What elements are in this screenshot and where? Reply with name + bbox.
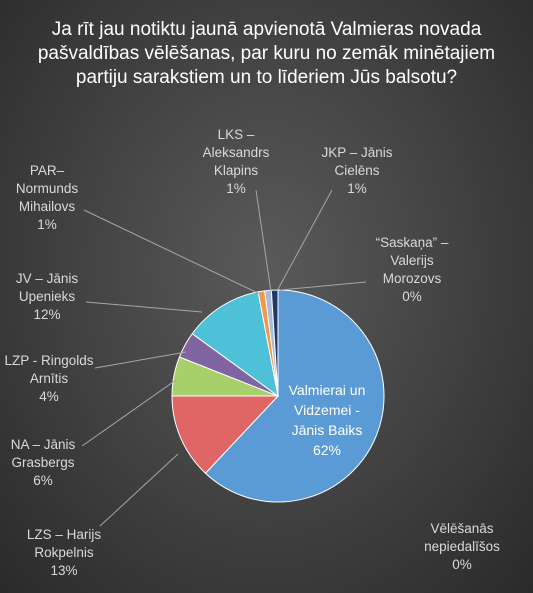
- leader-line-lks: [255, 189, 272, 293]
- slice-label-line: Normunds: [15, 181, 79, 196]
- pie-slice-valmierai: [204, 289, 385, 503]
- slice-label-line: Mihailovs: [18, 199, 76, 214]
- slice-label-line: PAR–: [29, 163, 65, 178]
- slice-label-par: PAR– Normunds Mihailovs 1%: [16, 162, 78, 234]
- leader-line-jkp: [276, 189, 333, 292]
- chart-title: Ja rīt jau notiktu jaunā apvienotā Valmi…: [0, 18, 533, 90]
- slice-label-jkp: JKP – Jānis Cielēns 1%: [321, 144, 392, 198]
- slice-label-line: Valerijs: [390, 253, 434, 268]
- pie-slice-lzs: [171, 395, 280, 474]
- slice-value-label: 4%: [39, 389, 59, 404]
- slice-label-line: JV – Jānis: [15, 271, 79, 286]
- slice-label-lks: LKS – Aleksandrs Klapins 1%: [203, 126, 270, 198]
- slice-value-label: 0%: [452, 557, 472, 572]
- slice-label-line: Vidzemei -: [294, 402, 360, 418]
- slice-label-lzp: LZP - Ringolds Arnītis 4%: [4, 352, 93, 406]
- slice-label-line: “Saskaņa” –: [375, 235, 449, 250]
- leader-line-jv: [85, 301, 203, 313]
- slice-label-line: JKP – Jānis: [321, 145, 393, 160]
- chart-title-line: Ja rīt jau notiktu jaunā apvienotā Valmi…: [51, 19, 482, 40]
- slice-label-line: LKS –: [217, 127, 255, 142]
- slice-label-nepiedalisos: Vēlēšanās nepiedalīšos 0%: [424, 520, 500, 574]
- slice-label-line: LZP - Ringolds: [4, 353, 94, 368]
- leader-line-na: [81, 379, 177, 447]
- slice-label-line: Vēlēšanās: [430, 521, 494, 536]
- leader-line-saskana: [279, 281, 367, 291]
- slice-label-line: LZS – Harijs: [26, 527, 102, 542]
- slice-value-label: 1%: [37, 217, 57, 232]
- chart-title-line: partiju sarakstiem un to līderiem Jūs ba…: [75, 67, 458, 88]
- slice-label-line: Rokpelnis: [34, 545, 94, 560]
- slice-value-label: 13%: [50, 563, 78, 578]
- slice-label-line: Upenieks: [18, 289, 76, 304]
- slice-label-line: Cielēns: [334, 163, 380, 178]
- slice-label-line: Aleksandrs: [202, 145, 270, 160]
- slice-label-line: nepiedalīšos: [424, 539, 500, 554]
- slice-label-line: Jānis Baiks: [291, 422, 363, 438]
- slice-value-label: 1%: [347, 181, 367, 196]
- chart-title-line: pašvaldības vēlēšanas, par kuru no zemāk…: [37, 43, 496, 64]
- leader-line-lzs: [99, 453, 179, 527]
- slice-label-na: NA – Jānis Grasbergs 6%: [11, 436, 76, 490]
- slice-label-jv: JV – Jānis Upenieks 12%: [16, 270, 78, 324]
- slice-label-line: NA – Jānis: [10, 437, 76, 452]
- slice-label-valmierai: Valmierai un Vidzemei - Jānis Baiks 62%: [289, 380, 366, 460]
- leader-line-lzp: [94, 351, 187, 369]
- slice-label-line: Arnītis: [29, 371, 69, 386]
- slice-label-line: Morozovs: [382, 271, 442, 286]
- slice-label-saskana: “Saskaņa” – Valerijs Morozovs 0%: [376, 234, 449, 306]
- slice-value-label: 0%: [402, 289, 422, 304]
- slice-label-line: Grasbergs: [11, 455, 75, 470]
- slice-label-lzs: LZS – Harijs Rokpelnis 13%: [27, 526, 101, 580]
- slice-label-line: Valmierai un: [288, 382, 366, 398]
- slice-value-label: 12%: [33, 307, 61, 322]
- slice-value-label: 62%: [312, 442, 342, 458]
- slice-label-line: Klapins: [213, 163, 259, 178]
- leader-line-par: [83, 209, 265, 297]
- slice-value-label: 6%: [33, 473, 53, 488]
- slice-value-label: 1%: [226, 181, 246, 196]
